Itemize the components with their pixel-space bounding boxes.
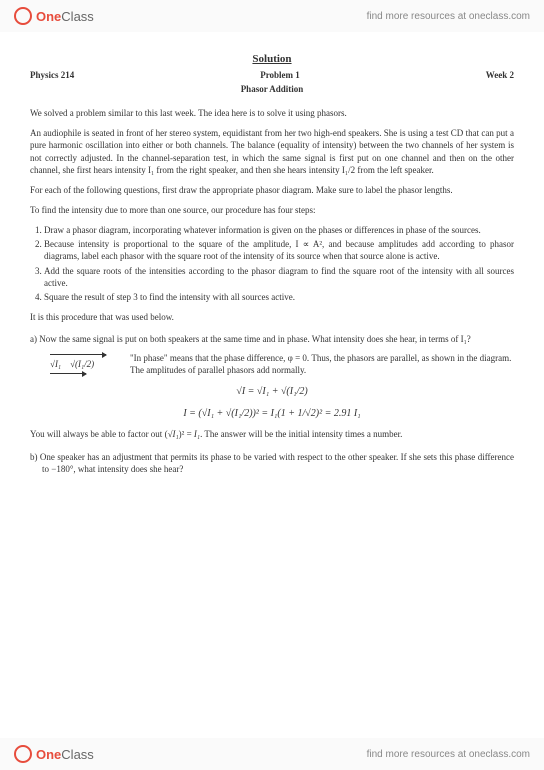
footer-bar: OneClass find more resources at oneclass…	[0, 738, 544, 770]
factor-note-a: You will always be able to factor out	[30, 429, 165, 439]
title-row: Solution	[30, 52, 514, 67]
logo-circle-icon	[14, 7, 32, 25]
footer-logo-circle-icon	[14, 745, 32, 763]
equation-2: I = (√I₁ + √(I₁/2))² = I₁(1 + 1/√2)² = 2…	[30, 407, 514, 421]
step-1: Draw a phasor diagram, incorporating wha…	[44, 224, 514, 236]
factor-note: You will always be able to factor out (√…	[30, 428, 514, 440]
phasor-explain: "In phase" means that the phase differen…	[130, 352, 514, 376]
instr-para: For each of the following questions, fir…	[30, 184, 514, 196]
scenario-para: An audiophile is seated in front of her …	[30, 127, 514, 176]
phasor-label-top: √I₁	[50, 359, 61, 369]
footer-brand-one: One	[36, 747, 61, 762]
header-bar: OneClass find more resources at oneclass…	[0, 0, 544, 32]
proc-outro: It is this procedure that was used below…	[30, 311, 514, 323]
intro-para: We solved a problem similar to this last…	[30, 107, 514, 119]
solution-title: Solution	[252, 53, 291, 65]
subtitle: Phasor Addition	[30, 83, 514, 95]
question-a: a) Now the same signal is put on both sp…	[42, 333, 514, 345]
qb-text: One speaker has an adjustment that permi…	[40, 452, 514, 474]
footer-resource-link[interactable]: find more resources at oneclass.com	[367, 749, 530, 760]
course-label: Physics 214	[30, 69, 74, 81]
phasor-label-bot: √(I₁/2)	[70, 359, 94, 369]
footer-logo-text: OneClass	[36, 747, 94, 762]
phasor-row: √I₁ √(I₁/2) "In phase" means that the ph…	[50, 351, 514, 377]
step-3: Add the square roots of the intensities …	[44, 265, 514, 289]
document-page: Solution Physics 214 Problem 1 Week 2 Ph…	[30, 38, 514, 732]
week-label: Week 2	[486, 69, 514, 81]
step-2: Because intensity is proportional to the…	[44, 238, 514, 262]
equation-1: √I = √I₁ + √(I₁/2)	[30, 385, 514, 399]
step-4: Square the result of step 3 to find the …	[44, 291, 514, 303]
meta-row: Physics 214 Problem 1 Week 2	[30, 69, 514, 81]
proc-intro: To find the intensity due to more than o…	[30, 204, 514, 216]
qb-label: b)	[30, 452, 38, 462]
footer-brand-class: Class	[61, 747, 94, 762]
logo-text: OneClass	[36, 9, 94, 24]
problem-label: Problem 1	[260, 69, 300, 81]
factor-note-b: . The answer will be the initial intensi…	[200, 429, 402, 439]
brand-one: One	[36, 9, 61, 24]
footer-brand-logo: OneClass	[14, 745, 94, 763]
qa-label: a)	[30, 334, 37, 344]
question-b: b) One speaker has an adjustment that pe…	[42, 451, 514, 475]
brand-class: Class	[61, 9, 94, 24]
header-resource-link[interactable]: find more resources at oneclass.com	[367, 11, 530, 22]
brand-logo: OneClass	[14, 7, 94, 25]
phasor-arrow-icon	[50, 354, 106, 355]
phasor-diagram: √I₁ √(I₁/2)	[50, 351, 120, 377]
steps-list: Draw a phasor diagram, incorporating wha…	[44, 224, 514, 303]
phasor-arrow-short-icon	[50, 373, 86, 374]
qa-text: Now the same signal is put on both speak…	[39, 334, 471, 344]
